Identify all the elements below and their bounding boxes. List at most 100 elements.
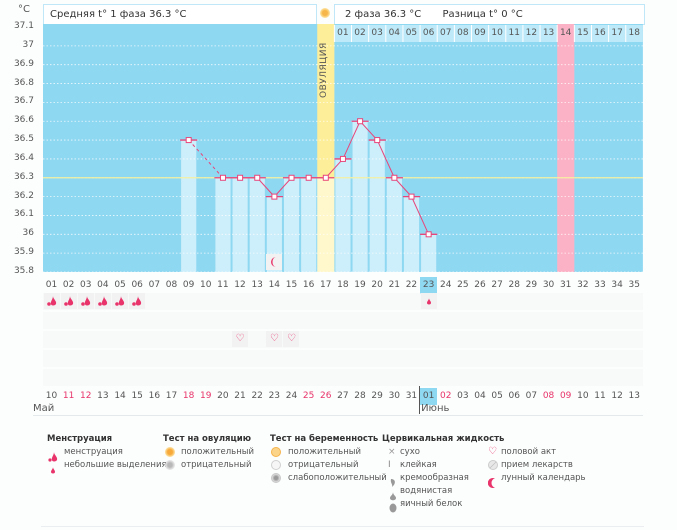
spotting-marker[interactable] (420, 293, 437, 309)
date-label[interactable]: 24 (285, 391, 298, 401)
cycle-day-label[interactable]: 15 (285, 280, 298, 290)
cycle-day-label[interactable]: 35 (628, 280, 640, 290)
date-label[interactable]: 11 (62, 391, 75, 401)
cycle-day-label[interactable]: 34 (611, 280, 623, 290)
cycle-day-label[interactable]: 28 (508, 280, 520, 290)
cycle-day-label[interactable]: 06 (131, 280, 143, 290)
cycle-day-label[interactable]: 20 (371, 280, 383, 290)
menstruation-marker[interactable] (60, 293, 77, 309)
date-label[interactable]: 12 (611, 391, 623, 401)
cycle-day-label[interactable]: 13 (251, 280, 263, 290)
cycle-day-label[interactable]: 25 (457, 280, 469, 290)
cycle-day-label[interactable]: 23 (420, 277, 438, 294)
temperature-point (219, 174, 226, 181)
date-label[interactable]: 10 (45, 391, 58, 401)
menstruation-marker[interactable] (94, 293, 111, 309)
date-label[interactable]: 31 (405, 391, 418, 401)
menstruation-marker[interactable] (43, 293, 60, 309)
date-label[interactable]: 01 (420, 388, 438, 405)
cycle-day-label[interactable]: 30 (542, 280, 555, 290)
sticky-icon: I (388, 460, 391, 470)
cycle-day-label[interactable]: 31 (559, 280, 572, 290)
date-label[interactable]: 26 (320, 391, 332, 401)
post-ovulation-day-label: 14 (559, 28, 572, 38)
temperature-bar (283, 177, 300, 272)
cycle-day-label[interactable]: 10 (200, 280, 212, 290)
menstruation-marker[interactable] (112, 293, 129, 309)
date-label[interactable]: 13 (628, 391, 640, 401)
intercourse-marker[interactable]: ♡ (283, 331, 300, 347)
date-label[interactable]: 12 (80, 391, 92, 401)
post-ovulation-day-label: 16 (594, 28, 606, 38)
intercourse-marker[interactable]: ♡ (266, 331, 283, 347)
temperature-point (408, 193, 415, 200)
cycle-day-label[interactable]: 04 (97, 280, 109, 290)
cycle-day-label[interactable]: 32 (577, 280, 589, 290)
watery-icon (388, 486, 398, 501)
date-label[interactable]: 21 (234, 391, 246, 401)
date-label[interactable]: 04 (474, 391, 486, 401)
menstruation-marker[interactable] (129, 293, 146, 309)
cycle-day-label[interactable]: 27 (491, 280, 503, 290)
date-label[interactable]: 30 (388, 391, 401, 401)
date-label[interactable]: 25 (302, 391, 315, 401)
y-tick-label: 37.1 (13, 21, 34, 31)
cycle-day-label[interactable]: 03 (80, 280, 92, 290)
cycle-day-label[interactable]: 21 (388, 280, 401, 290)
date-label[interactable]: 22 (251, 391, 263, 401)
cycle-day-label[interactable]: 09 (182, 280, 195, 290)
cycle-day-label[interactable]: 22 (405, 280, 418, 290)
date-label[interactable]: 10 (577, 391, 589, 401)
cycle-day-label[interactable]: 02 (62, 280, 75, 290)
ovulation-column-lower (317, 177, 335, 272)
cycle-day-label[interactable]: 07 (148, 280, 161, 290)
date-label[interactable]: 18 (182, 391, 195, 401)
cycle-day-label[interactable]: 18 (337, 280, 349, 290)
date-label[interactable]: 14 (114, 391, 126, 401)
date-label[interactable]: 06 (508, 391, 520, 401)
date-label[interactable]: 02 (439, 391, 452, 401)
date-label[interactable]: 23 (268, 391, 281, 401)
date-label[interactable]: 29 (371, 391, 383, 401)
date-label[interactable]: 03 (457, 391, 469, 401)
cycle-day-label[interactable]: 11 (217, 280, 229, 290)
legend-pregnancy-weak-label: слабоположительный (288, 473, 387, 483)
cycle-day-label[interactable]: 12 (234, 280, 246, 290)
date-label[interactable]: 19 (200, 391, 212, 401)
cycle-day-label[interactable]: 16 (302, 280, 315, 290)
cycle-day-label[interactable]: 17 (320, 280, 332, 290)
legend-sticky-label: клейкая (400, 460, 437, 470)
lunar-marker[interactable] (266, 254, 283, 270)
date-label[interactable]: 11 (594, 391, 606, 401)
date-label[interactable]: 08 (542, 391, 555, 401)
date-label[interactable]: 17 (165, 391, 178, 401)
date-label[interactable]: 15 (131, 391, 143, 401)
cycle-day-label[interactable]: 33 (594, 280, 606, 290)
legend-egg-white-label: яичный белок (400, 499, 463, 509)
date-label[interactable]: 27 (337, 391, 349, 401)
legend-menstruation-title: Менструация (47, 434, 113, 444)
date-label[interactable]: 05 (491, 391, 503, 401)
cycle-day-label[interactable]: 24 (439, 280, 452, 290)
cycle-day-label[interactable]: 19 (354, 280, 366, 290)
date-label[interactable]: 20 (217, 391, 229, 401)
phase2-average-text: 2 фаза 36.3 °C (345, 9, 422, 20)
legend-pregnancy-negative-label: отрицательный (288, 460, 359, 470)
menstruation-marker[interactable] (77, 293, 94, 309)
date-label[interactable]: 16 (148, 391, 161, 401)
cycle-day-label[interactable]: 05 (114, 280, 126, 290)
intercourse-marker[interactable]: ♡ (232, 331, 249, 347)
date-label[interactable]: 28 (354, 391, 366, 401)
temperature-point (357, 118, 364, 125)
cycle-day-label[interactable]: 26 (474, 280, 486, 290)
cycle-day-label[interactable]: 29 (525, 280, 538, 290)
date-label[interactable]: 13 (97, 391, 109, 401)
date-label[interactable]: 09 (559, 391, 572, 401)
cycle-day-label[interactable]: 14 (268, 280, 281, 290)
cycle-day-label[interactable]: 08 (165, 280, 178, 290)
post-ovulation-day-label: 11 (508, 28, 520, 38)
post-ovulation-day-label: 18 (628, 28, 640, 38)
pregnancy-negative-icon (271, 460, 281, 470)
cycle-day-label[interactable]: 01 (45, 280, 58, 290)
date-label[interactable]: 07 (525, 391, 538, 401)
